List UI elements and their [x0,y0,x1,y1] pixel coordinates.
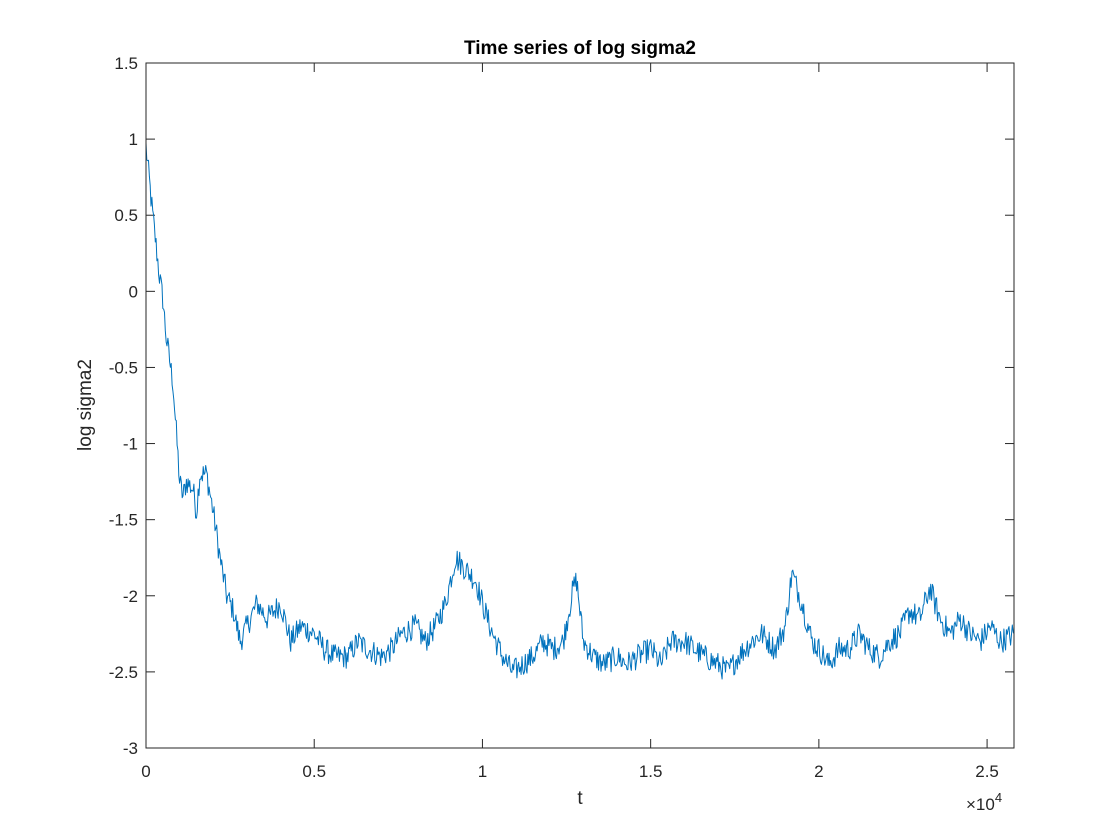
y-tick-label: -2 [123,587,138,606]
exponent-base: ×10 [966,795,995,814]
x-tick-label: 0 [141,762,150,781]
y-tick-label: -0.5 [109,358,138,377]
y-tick-labels: 1.5 1 0.5 0 -0.5 -1 -1.5 -2 -2.5 -3 [109,54,138,758]
x-tick-label: 1 [478,762,487,781]
y-tick-label: -1 [123,435,138,454]
y-tick-label: -3 [123,739,138,758]
x-tick-label: 1.5 [639,762,663,781]
y-tick-label: 0.5 [114,206,138,225]
x-axis-title: t [577,788,583,809]
x-tick-labels: 0 0.5 1 1.5 2 2.5 [141,762,999,781]
chart-title: Time series of log sigma2 [464,38,696,59]
series-line [145,142,1015,680]
y-tick-label: 1.5 [114,54,138,73]
svg-text:×104: ×104 [966,790,1002,814]
plot-area [146,63,1014,748]
y-axis-title: log sigma2 [75,359,96,451]
x-tick-label: 2 [814,762,823,781]
x-tick-label: 0.5 [302,762,326,781]
y-tick-label: -1.5 [109,511,138,530]
x-tick-label: 2.5 [975,762,999,781]
y-tick-label: 0 [129,282,138,301]
y-tick-label: 1 [129,130,138,149]
x-exponent-label: ×104 [966,790,1002,814]
plot-frame [145,62,1015,749]
exponent-power: 4 [995,790,1002,805]
y-tick-label: -2.5 [109,663,138,682]
